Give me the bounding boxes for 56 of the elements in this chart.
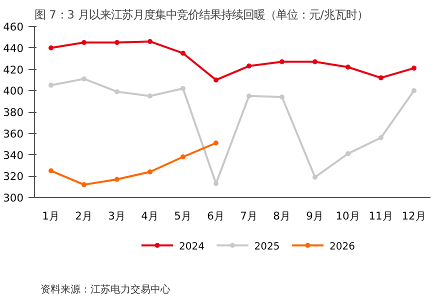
x-tick-label: 7月 (240, 210, 258, 222)
point (148, 38, 152, 44)
x-tick-label: 11月 (368, 210, 394, 222)
point (346, 64, 350, 70)
point (214, 140, 218, 146)
legend-label: 2025 (254, 241, 280, 252)
point (378, 75, 384, 80)
point (346, 151, 350, 156)
point (214, 181, 218, 186)
point (180, 154, 186, 160)
point (412, 66, 416, 71)
point (214, 77, 218, 82)
point (82, 40, 86, 46)
legend-label: 2024 (179, 241, 204, 252)
point (82, 76, 86, 82)
point (312, 174, 318, 180)
point (312, 59, 318, 64)
y-tick-label: 440 (3, 42, 24, 55)
point (114, 89, 120, 94)
legend-label: 2026 (330, 241, 355, 252)
point (180, 50, 186, 56)
point (246, 93, 252, 98)
point (148, 93, 152, 98)
y-tick-label: 300 (3, 192, 24, 204)
point (82, 182, 86, 188)
x-tick-label: 6月 (207, 210, 225, 222)
point (246, 64, 252, 69)
y-tick-label: 460 (3, 20, 24, 34)
point (280, 94, 284, 100)
y-tick-label: 320 (3, 170, 24, 184)
point (114, 40, 120, 46)
x-tick-label: 8月 (273, 210, 291, 222)
x-tick-label: 12月 (402, 210, 426, 222)
x-tick-label: 2月 (75, 210, 93, 222)
x-tick-label: 1月 (42, 210, 60, 222)
x-tick-label: 5月 (174, 210, 192, 222)
y-tick-label: 420 (3, 63, 24, 76)
y-tick-label: 380 (3, 106, 24, 119)
y-tick-label: 340 (3, 148, 24, 162)
y-tick-label: 360 (3, 127, 24, 140)
point (412, 88, 416, 94)
x-tick-label: 9月 (306, 210, 324, 222)
point (114, 176, 120, 182)
point (280, 59, 284, 64)
point (48, 168, 54, 174)
x-tick-label: 3月 (108, 210, 126, 222)
point (180, 86, 186, 91)
point (148, 169, 152, 174)
point (48, 45, 54, 50)
text: 资料来源：江苏电力交易中心 (40, 284, 170, 296)
point (48, 82, 54, 88)
x-tick-label: 4月 (141, 210, 159, 222)
chart-title: 图 7：3 月以来江苏月度集中竞价结果持续回暖（单位：元/兆瓦时） (34, 8, 368, 22)
point (378, 135, 384, 140)
y-tick-label: 400 (3, 84, 24, 98)
x-tick-label: 10月 (336, 210, 360, 222)
